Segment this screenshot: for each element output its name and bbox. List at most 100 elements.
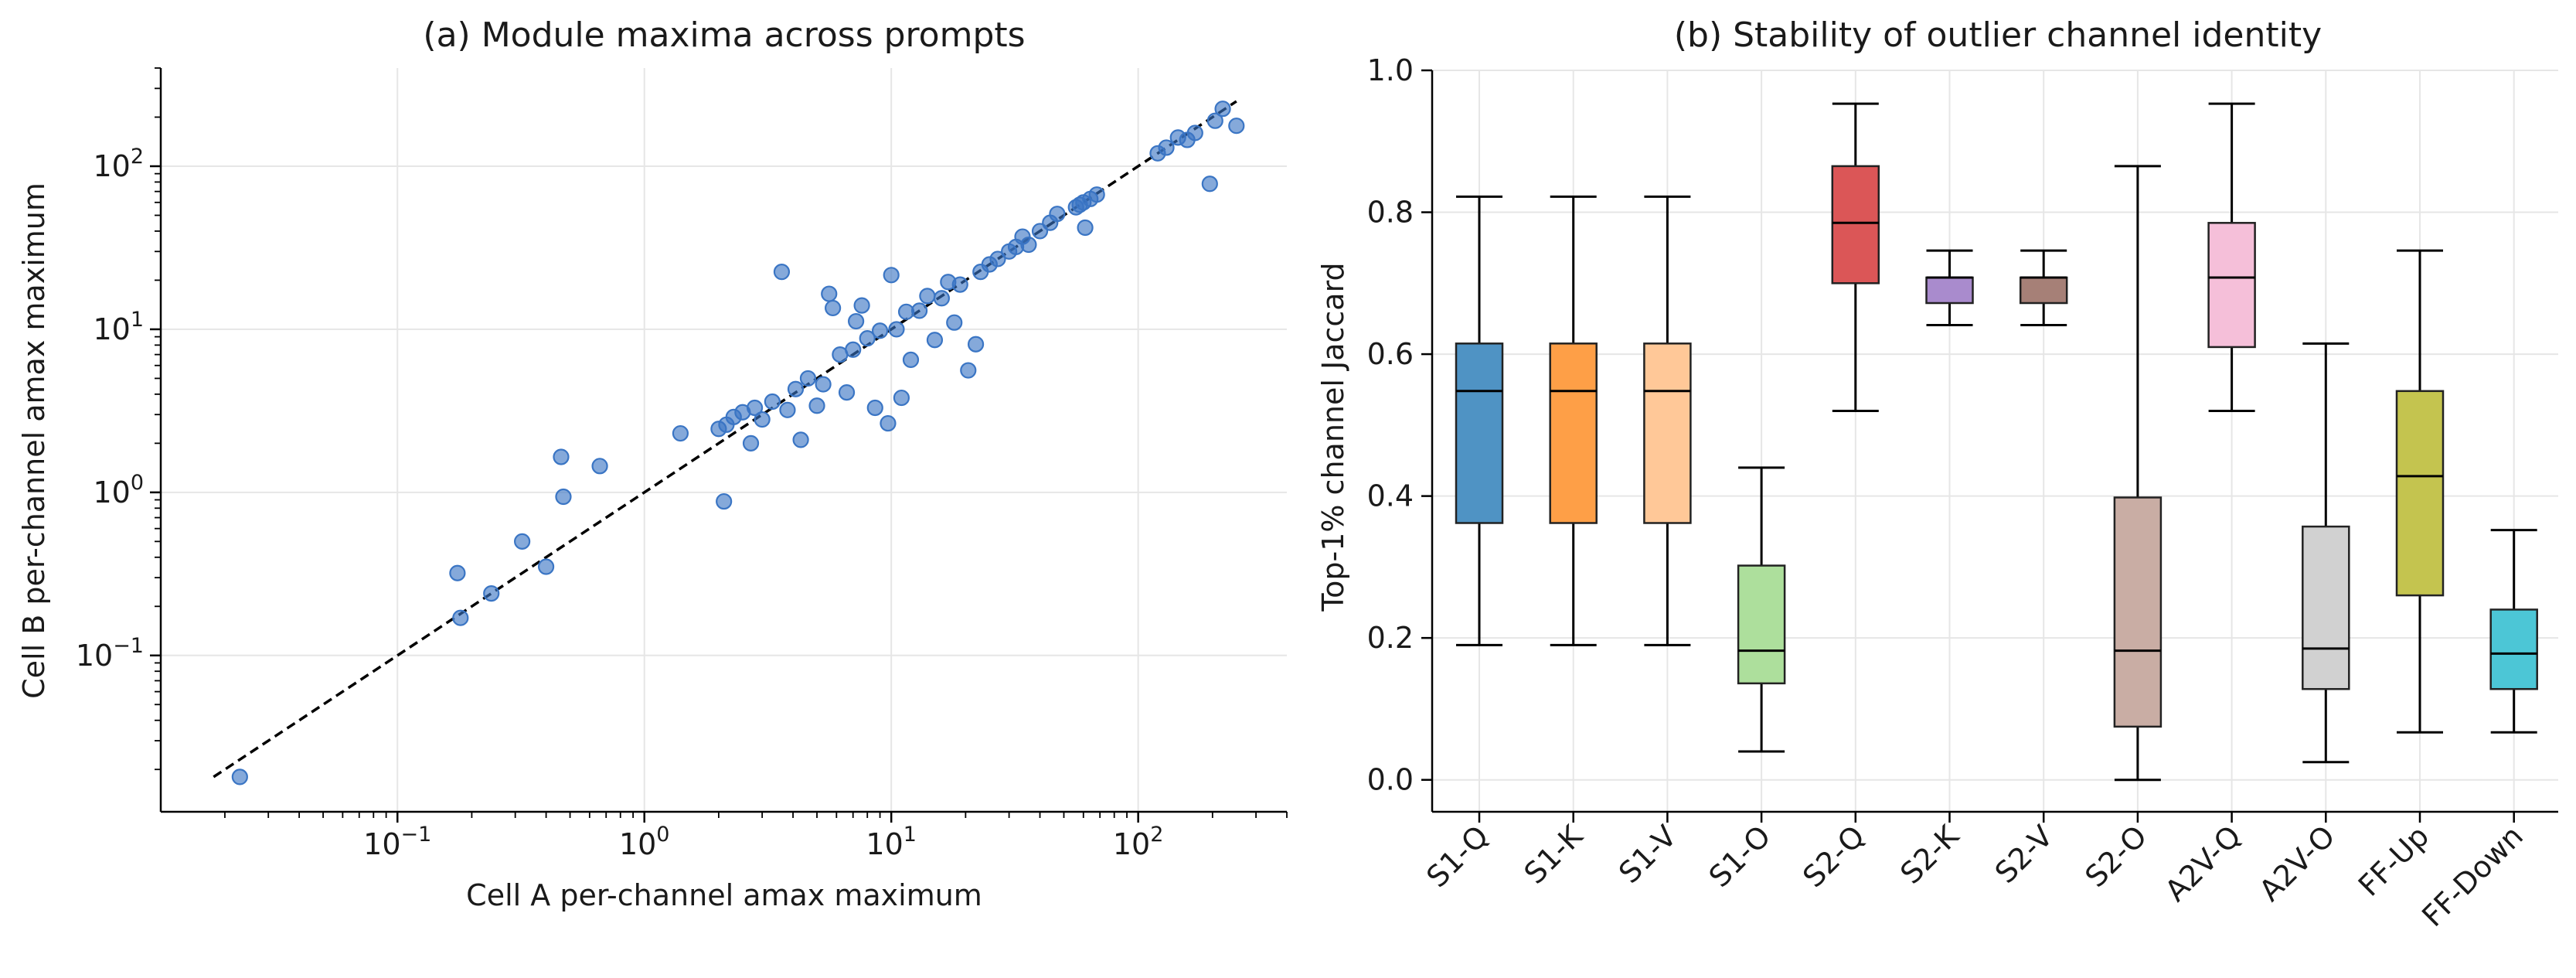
boxplot-axes [1421, 69, 2558, 823]
box-s1-v [1643, 195, 1692, 646]
scatter-title: (a) Module maxima across prompts [423, 15, 1025, 55]
scatter-point [880, 414, 897, 432]
box-s2-o [2113, 165, 2163, 782]
box-s1-q [1455, 195, 1504, 646]
boxplot-x-tick-label: A2V-O [2253, 819, 2342, 908]
scatter-point [746, 399, 764, 417]
reference-diagonal-line [213, 100, 1237, 779]
scatter-point [933, 290, 950, 307]
scatter-point [1186, 124, 1203, 141]
scatter-point [866, 399, 883, 417]
scatter-point [967, 336, 985, 353]
scatter-point [1206, 112, 1223, 129]
scatter-reference-line [213, 100, 1237, 779]
box-s2-v [2019, 249, 2068, 326]
boxplot-x-tick-label: S1-K [1517, 818, 1589, 890]
boxplot-x-tick-label: S2-K [1894, 818, 1965, 890]
scatter-point [825, 299, 842, 317]
scatter-point [672, 424, 689, 442]
scatter-point [848, 312, 865, 330]
scatter-x-tick-label: 102 [1113, 823, 1164, 861]
scatter-point [951, 276, 968, 293]
boxplot-title: (b) Stability of outlier channel identit… [1674, 15, 2322, 55]
boxplot-y-tick-label: 0.6 [1367, 337, 1414, 371]
scatter-point [1020, 236, 1037, 254]
box-iqr [2395, 390, 2445, 597]
boxplot-x-tick-label: S1-V [1612, 819, 1683, 890]
scatter-y-tick-label: 101 [93, 308, 144, 346]
scatter-y-tick-label: 102 [93, 145, 144, 183]
scatter-point [716, 492, 733, 510]
scatter-point [1228, 118, 1245, 135]
box-s1-k [1549, 195, 1598, 646]
boxplot-x-tick-label: FF-Up [2352, 819, 2435, 902]
scatter-point [754, 411, 771, 428]
scatter-point [553, 448, 570, 465]
scatter-point [514, 533, 531, 550]
scatter-point [483, 584, 500, 602]
box-iqr [1831, 165, 1880, 285]
scatter-y-tick-label: 10−1 [76, 634, 144, 673]
scatter-point [845, 341, 862, 358]
scatter-x-tick-label: 10−1 [363, 823, 431, 861]
boxplot-x-tick-label: FF-Down [2415, 819, 2530, 933]
scatter-x-tick-label: 101 [866, 823, 917, 861]
box-iqr [2019, 276, 2068, 305]
scatter-point [799, 370, 817, 387]
box-s2-q [1831, 102, 1880, 412]
boxplot-x-tick-label: S2-V [1989, 819, 2060, 890]
boxplot-panel: (b) Stability of outlier channel identit… [1316, 15, 2558, 933]
box-iqr [1549, 342, 1598, 524]
scatter-y-axis-label: Cell B per-channel amax maximum [17, 182, 51, 699]
scatter-point [946, 314, 963, 331]
boxplot-x-tick-label: A2V-Q [2159, 819, 2248, 908]
scatter-point [779, 401, 796, 418]
scatter-point [231, 768, 248, 785]
scatter-point [888, 321, 905, 338]
box-iqr [2302, 525, 2350, 690]
scatter-point [1214, 101, 1231, 118]
scatter-point [764, 393, 781, 411]
scatter-point [871, 322, 889, 339]
scatter-point [537, 558, 555, 575]
box-iqr [1455, 342, 1504, 524]
boxplot-y-tick-label: 0.2 [1367, 621, 1414, 655]
scatter-grid [161, 68, 1287, 812]
scatter-point [449, 564, 466, 581]
scatter-point [910, 302, 928, 319]
box-iqr [1643, 342, 1692, 524]
scatter-x-tick-label: 100 [619, 823, 670, 861]
boxplot-x-tick-label: S2-O [2078, 819, 2153, 894]
box-ff-down [2489, 529, 2538, 734]
scatter-point [591, 458, 608, 475]
boxplot-y-tick-label: 1.0 [1367, 53, 1414, 87]
boxplot-y-tick-label: 0.4 [1367, 479, 1414, 513]
scatter-point [1201, 175, 1218, 193]
scatter-point [1049, 206, 1066, 223]
scatter-axes [150, 67, 1288, 823]
scatter-point [792, 431, 809, 448]
scatter-point [838, 384, 856, 401]
boxplot-y-tick-label: 0.8 [1367, 196, 1414, 230]
scatter-point [452, 609, 469, 626]
box-a2v-q [2207, 102, 2256, 412]
scatter-points [231, 101, 1245, 785]
box-iqr [2113, 496, 2163, 728]
boxplot-boxes [1455, 102, 2538, 782]
scatter-point [989, 250, 1006, 268]
scatter-panel: (a) Module maxima across prompts 10−1 100… [17, 15, 1288, 912]
boxplot-y-tick-label: 0.0 [1367, 763, 1414, 797]
scatter-point [919, 288, 936, 305]
scatter-point [883, 267, 900, 284]
box-s2-k [1925, 249, 1974, 326]
scatter-point [773, 264, 791, 281]
box-a2v-o [2302, 342, 2350, 764]
box-iqr [1737, 564, 1786, 685]
scatter-point [893, 389, 910, 407]
scatter-point [787, 380, 805, 397]
boxplot-y-axis-label: Top-1% channel Jaccard [1316, 262, 1350, 612]
scatter-point [821, 285, 838, 302]
scatter-point [1088, 186, 1105, 203]
boxplot-x-tick-label: S1-Q [1420, 819, 1495, 894]
